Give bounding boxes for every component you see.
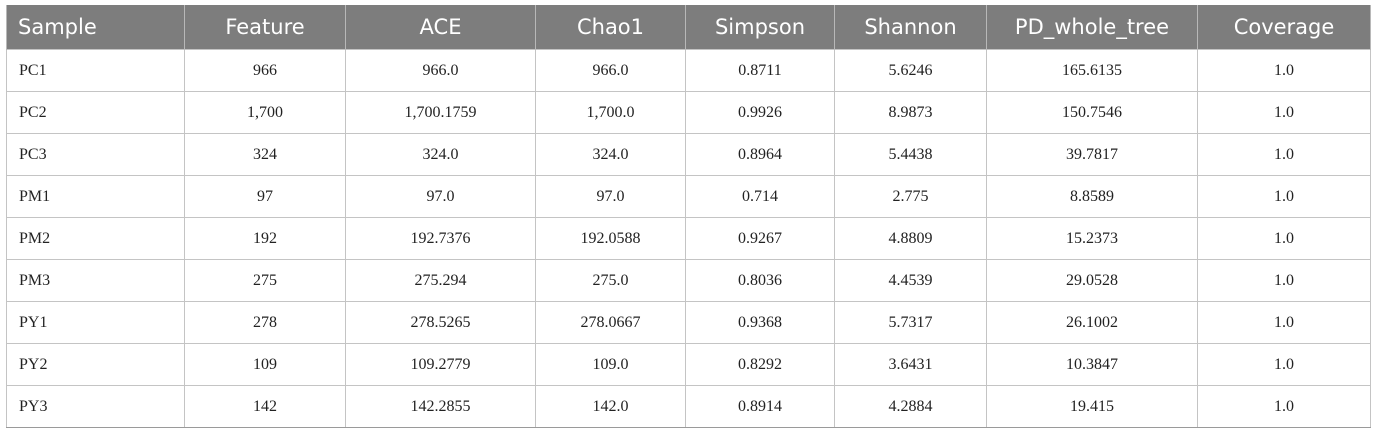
table-row: PC1 966 966.0 966.0 0.8711 5.6246 165.6135 1.0 [6, 49, 1371, 92]
cell-chao1: 966.0 [535, 49, 686, 92]
cell-shannon: 8.9873 [834, 91, 987, 134]
table-header-row: Sample Feature ACE Chao1 Simpson Shannon… [6, 5, 1371, 50]
header-simpson: Simpson [685, 5, 835, 50]
header-feature: Feature [184, 5, 346, 50]
cell-sample: PY3 [6, 385, 185, 428]
cell-ace: 275.294 [345, 259, 536, 302]
cell-sample: PC3 [6, 133, 185, 176]
cell-simpson: 0.8292 [685, 343, 835, 386]
table-row: PM3 275 275.294 275.0 0.8036 4.4539 29.0528 1.0 [6, 259, 1371, 302]
cell-shannon: 2.775 [834, 175, 987, 218]
table-row: PM1 97 97.0 97.0 0.714 2.775 8.8589 1.0 [6, 175, 1371, 218]
cell-shannon: 5.7317 [834, 301, 987, 344]
cell-shannon: 5.4438 [834, 133, 987, 176]
table-row: PY1 278 278.5265 278.0667 0.9368 5.7317 26.100… [6, 301, 1371, 344]
data-table-container: Sample Feature ACE Chao1 Simpson Shannon… [6, 5, 1371, 428]
cell-simpson: 0.9267 [685, 217, 835, 260]
cell-feature: 278 [184, 301, 346, 344]
cell-sample: PM2 [6, 217, 185, 260]
cell-ace: 324.0 [345, 133, 536, 176]
cell-feature: 324 [184, 133, 346, 176]
cell-pd-whole-tree: 165.6135 [986, 49, 1198, 92]
cell-simpson: 0.8711 [685, 49, 835, 92]
cell-ace: 97.0 [345, 175, 536, 218]
header-chao1: Chao1 [535, 5, 686, 50]
cell-chao1: 278.0667 [535, 301, 686, 344]
cell-pd-whole-tree: 150.7546 [986, 91, 1198, 134]
cell-coverage: 1.0 [1197, 343, 1371, 386]
cell-chao1: 192.0588 [535, 217, 686, 260]
cell-feature: 275 [184, 259, 346, 302]
cell-sample: PM3 [6, 259, 185, 302]
cell-simpson: 0.8914 [685, 385, 835, 428]
cell-pd-whole-tree: 29.0528 [986, 259, 1198, 302]
table-row: PC2 1,700 1,700.1759 1,700.0 0.9926 8.9873 150… [6, 91, 1371, 134]
cell-sample: PC2 [6, 91, 185, 134]
cell-sample: PY2 [6, 343, 185, 386]
cell-shannon: 5.6246 [834, 49, 987, 92]
cell-shannon: 4.8809 [834, 217, 987, 260]
cell-shannon: 4.4539 [834, 259, 987, 302]
cell-ace: 1,700.1759 [345, 91, 536, 134]
cell-feature: 1,700 [184, 91, 346, 134]
header-pd-whole-tree: PD_whole_tree [986, 5, 1198, 50]
cell-ace: 142.2855 [345, 385, 536, 428]
cell-feature: 97 [184, 175, 346, 218]
cell-chao1: 324.0 [535, 133, 686, 176]
cell-coverage: 1.0 [1197, 259, 1371, 302]
cell-pd-whole-tree: 15.2373 [986, 217, 1198, 260]
cell-simpson: 0.714 [685, 175, 835, 218]
cell-simpson: 0.8964 [685, 133, 835, 176]
cell-pd-whole-tree: 39.7817 [986, 133, 1198, 176]
cell-coverage: 1.0 [1197, 49, 1371, 92]
cell-feature: 192 [184, 217, 346, 260]
cell-shannon: 3.6431 [834, 343, 987, 386]
cell-feature: 109 [184, 343, 346, 386]
cell-chao1: 1,700.0 [535, 91, 686, 134]
cell-pd-whole-tree: 8.8589 [986, 175, 1198, 218]
cell-coverage: 1.0 [1197, 133, 1371, 176]
cell-chao1: 142.0 [535, 385, 686, 428]
header-shannon: Shannon [834, 5, 987, 50]
cell-sample: PM1 [6, 175, 185, 218]
cell-pd-whole-tree: 10.3847 [986, 343, 1198, 386]
cell-pd-whole-tree: 19.415 [986, 385, 1198, 428]
cell-pd-whole-tree: 26.1002 [986, 301, 1198, 344]
table-body: PC1 966 966.0 966.0 0.8711 5.6246 165.6135 1.0 P… [6, 49, 1371, 428]
header-sample: Sample [6, 5, 185, 50]
cell-sample: PY1 [6, 301, 185, 344]
alpha-diversity-table: Sample Feature ACE Chao1 Simpson Shannon… [6, 5, 1371, 428]
cell-ace: 278.5265 [345, 301, 536, 344]
cell-ace: 109.2779 [345, 343, 536, 386]
cell-ace: 966.0 [345, 49, 536, 92]
cell-coverage: 1.0 [1197, 91, 1371, 134]
cell-chao1: 275.0 [535, 259, 686, 302]
table-row: PM2 192 192.7376 192.0588 0.9267 4.8809 15.237… [6, 217, 1371, 260]
cell-chao1: 97.0 [535, 175, 686, 218]
cell-shannon: 4.2884 [834, 385, 987, 428]
table-row: PC3 324 324.0 324.0 0.8964 5.4438 39.7817 1.0 [6, 133, 1371, 176]
cell-simpson: 0.9368 [685, 301, 835, 344]
cell-ace: 192.7376 [345, 217, 536, 260]
header-ace: ACE [345, 5, 536, 50]
header-coverage: Coverage [1197, 5, 1371, 50]
cell-feature: 142 [184, 385, 346, 428]
cell-coverage: 1.0 [1197, 217, 1371, 260]
cell-coverage: 1.0 [1197, 301, 1371, 344]
cell-coverage: 1.0 [1197, 175, 1371, 218]
cell-sample: PC1 [6, 49, 185, 92]
cell-simpson: 0.9926 [685, 91, 835, 134]
cell-chao1: 109.0 [535, 343, 686, 386]
cell-feature: 966 [184, 49, 346, 92]
table-row: PY2 109 109.2779 109.0 0.8292 3.6431 10.3847 1.… [6, 343, 1371, 386]
cell-simpson: 0.8036 [685, 259, 835, 302]
cell-coverage: 1.0 [1197, 385, 1371, 428]
table-row: PY3 142 142.2855 142.0 0.8914 4.2884 19.415 1.0 [6, 385, 1371, 428]
